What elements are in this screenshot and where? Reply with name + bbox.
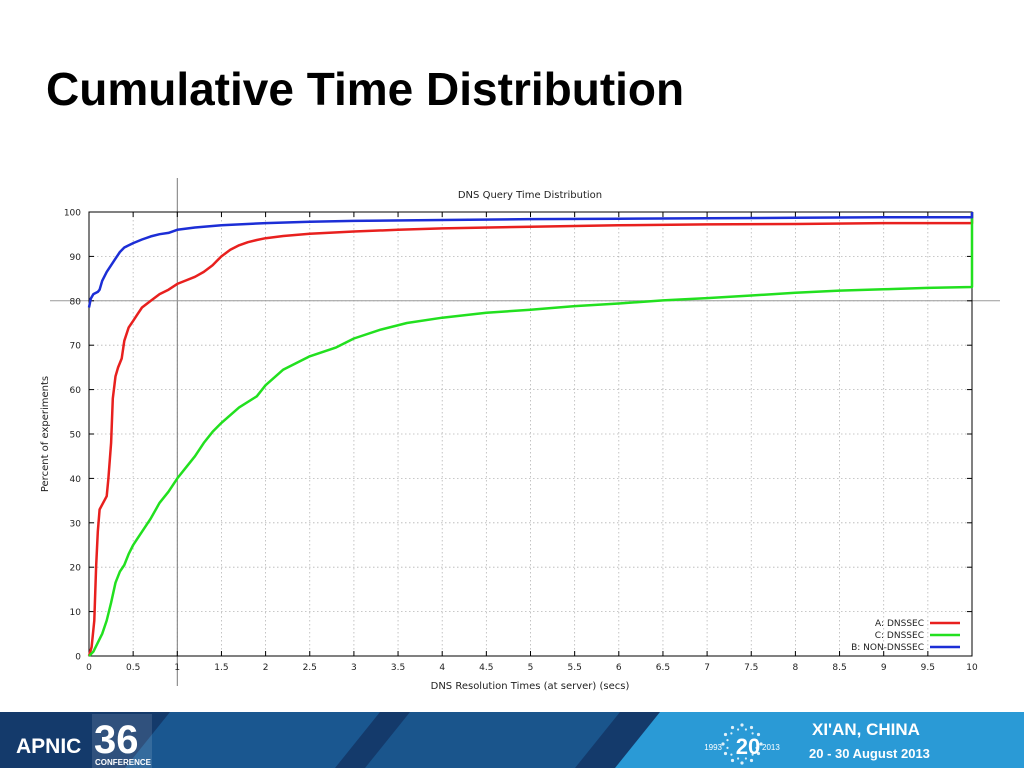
footer-stripe bbox=[125, 712, 380, 768]
x-tick-label: 3.5 bbox=[391, 663, 405, 673]
ring-dot bbox=[756, 751, 761, 756]
x-tick-label: 6 bbox=[616, 663, 622, 673]
x-tick-label: 4 bbox=[439, 663, 445, 673]
y-tick-label: 50 bbox=[70, 431, 82, 441]
x-tick-label: 1.5 bbox=[214, 663, 228, 673]
ring-dot bbox=[723, 751, 728, 756]
x-tick-label: 7 bbox=[704, 663, 710, 673]
x-tick-label: 0.5 bbox=[126, 663, 140, 673]
x-axis-label: DNS Resolution Times (at server) (secs) bbox=[431, 681, 630, 692]
reference-lines bbox=[50, 178, 1000, 686]
ring-dot bbox=[730, 758, 735, 763]
footer-light-panel bbox=[615, 712, 1024, 768]
anniversary-end-year: 2013 bbox=[762, 743, 780, 752]
ring-dot bbox=[755, 746, 758, 749]
y-tick-label: 90 bbox=[70, 253, 82, 263]
y-tick-label: 10 bbox=[70, 608, 82, 618]
anniversary-number: 20 bbox=[736, 734, 760, 759]
x-tick-label: 5.5 bbox=[567, 663, 581, 673]
x-tick-label: 2.5 bbox=[303, 663, 317, 673]
x-tick-label: 9 bbox=[881, 663, 887, 673]
slide-title: Cumulative Time Distribution bbox=[46, 63, 685, 115]
series-lines bbox=[87, 212, 974, 657]
legend-label: A: DNSSEC bbox=[875, 619, 924, 629]
conference-dates: 20 - 30 August 2013 bbox=[809, 746, 930, 761]
footer-banner: APNIC 36 CONFERENCE 20 1993 2013 XI'AN, … bbox=[0, 712, 1024, 768]
ring-dot bbox=[726, 746, 729, 749]
x-tick-label: 9.5 bbox=[921, 663, 935, 673]
series-line bbox=[88, 212, 974, 657]
ring-dot bbox=[751, 753, 754, 756]
ring-dot bbox=[751, 732, 754, 735]
ring-dot bbox=[730, 725, 735, 730]
x-tick-labels: 0 0.5 1 1.5 2 2.5 3 3.5 4 4.5 5 5.5 6 6.5 7 7.5 8 8.5 9 9.5… bbox=[86, 663, 978, 673]
ring-dot bbox=[749, 725, 754, 730]
y-tick-label: 70 bbox=[70, 342, 82, 352]
chart-title: DNS Query Time Distribution bbox=[458, 190, 602, 201]
y-tick-label: 0 bbox=[75, 653, 81, 663]
ring-dot bbox=[744, 728, 748, 731]
tick-marks bbox=[88, 211, 973, 657]
ring-dot bbox=[755, 739, 758, 742]
legend-label: B: NON-DNSSEC bbox=[851, 643, 924, 653]
ring-dot bbox=[730, 732, 733, 735]
apnic-logo-number-box bbox=[92, 714, 152, 768]
series-line bbox=[87, 212, 974, 657]
ring-dot bbox=[744, 757, 748, 760]
grid bbox=[89, 212, 972, 656]
x-tick-label: 6.5 bbox=[656, 663, 670, 673]
series-line bbox=[87, 212, 974, 308]
y-axis-label: Percent of experiments bbox=[40, 376, 51, 492]
ring-dot bbox=[726, 739, 729, 742]
y-tick-label: 80 bbox=[70, 297, 82, 307]
y-tick-label: 40 bbox=[70, 475, 82, 485]
anniversary-start-year: 1993 bbox=[704, 743, 722, 752]
ring-dot bbox=[737, 757, 740, 760]
y-tick-label: 30 bbox=[70, 519, 82, 529]
x-tick-label: 2 bbox=[263, 663, 269, 673]
x-tick-label: 1 bbox=[174, 663, 180, 673]
x-tick-label: 8 bbox=[793, 663, 799, 673]
apnic-logo-subtext: CONFERENCE bbox=[95, 758, 152, 767]
legend-label: C: DNSSEC bbox=[875, 631, 924, 641]
legend: A: DNSSEC C: DNSSEC B: NON-DNSSEC bbox=[851, 619, 960, 653]
ring-dot bbox=[723, 732, 728, 737]
ring-dot bbox=[730, 753, 733, 756]
x-tick-label: 7.5 bbox=[744, 663, 758, 673]
x-tick-label: 4.5 bbox=[479, 663, 493, 673]
anniversary-dot-ring bbox=[721, 723, 763, 765]
y-tick-label: 60 bbox=[70, 386, 82, 396]
ring-dot bbox=[737, 728, 740, 731]
y-tick-labels: 0 10 20 30 40 50 60 70 80 90 100 bbox=[64, 209, 81, 663]
x-tick-label: 0 bbox=[86, 663, 92, 673]
apnic-logo-text: APNIC bbox=[16, 735, 81, 758]
ring-dot bbox=[749, 758, 754, 763]
y-tick-label: 100 bbox=[64, 209, 81, 219]
x-tick-label: 8.5 bbox=[832, 663, 846, 673]
chart: 0 0.5 1 1.5 2 2.5 3 3.5 4 4.5 5 5.5 6 6.5 7 7.5 8 8.5 9 9.5… bbox=[40, 178, 1000, 692]
ring-dot bbox=[721, 742, 725, 746]
y-tick-label: 20 bbox=[70, 564, 82, 574]
conference-location: XI'AN, CHINA bbox=[812, 720, 920, 739]
x-tick-label: 10 bbox=[966, 663, 978, 673]
x-tick-label: 3 bbox=[351, 663, 357, 673]
x-tick-label: 5 bbox=[528, 663, 534, 673]
apnic-logo-number: 36 bbox=[94, 718, 139, 762]
ring-dot bbox=[759, 742, 763, 746]
ring-dot bbox=[740, 723, 744, 727]
ring-dot bbox=[740, 761, 744, 765]
footer-stripe bbox=[365, 712, 620, 768]
ring-dot bbox=[756, 732, 761, 737]
